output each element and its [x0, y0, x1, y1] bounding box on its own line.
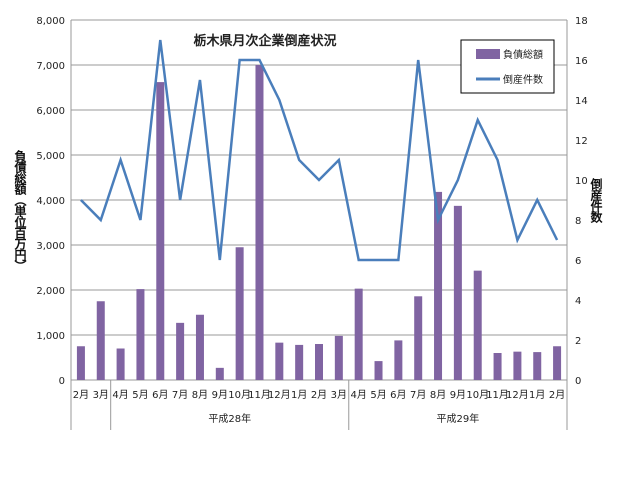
x-tick-label: 2月 — [311, 389, 327, 401]
y2-tick-label: 6 — [575, 256, 581, 267]
bar — [176, 322, 185, 380]
x-tick-label: 8月 — [430, 389, 446, 401]
x-tick-label: 10月 — [466, 389, 489, 401]
x-tick-label: 2月 — [549, 389, 565, 401]
x-tick-label: 6月 — [152, 389, 168, 401]
line-series — [80, 39, 559, 262]
x-tick-label: 3月 — [93, 389, 109, 401]
x-tick-label: 12月 — [506, 389, 529, 401]
y2-tick-label: 12 — [575, 136, 588, 147]
x-tick-label: 12月 — [268, 389, 291, 401]
bar — [434, 191, 443, 380]
y2-tick-label: 4 — [575, 296, 581, 307]
y2-tick-label: 18 — [575, 16, 588, 27]
bar — [453, 205, 462, 380]
y-tick-label: 8,000 — [36, 16, 65, 27]
bar — [334, 335, 343, 380]
bar — [235, 247, 244, 380]
y-tick-label: 2,000 — [36, 286, 65, 297]
x-tick-label: 4月 — [350, 389, 366, 401]
x-tick-label: 2月 — [73, 389, 89, 401]
bar — [315, 344, 323, 380]
y-tick-label: 7,000 — [36, 61, 65, 72]
bar — [553, 346, 562, 380]
y2-tick-label: 10 — [575, 176, 588, 187]
legend-swatch-bar — [476, 49, 500, 59]
chart-title: 栃木県月次企業倒産状況 — [193, 33, 336, 49]
bar — [156, 82, 165, 380]
y2-tick-label: 16 — [575, 56, 588, 67]
x-tick-label: 5月 — [132, 389, 148, 401]
bar — [116, 348, 125, 380]
bar — [295, 344, 304, 380]
x-tick-label: 7月 — [172, 389, 188, 401]
x-tick-label: 6月 — [390, 389, 406, 401]
y2-tick-label: 14 — [575, 96, 588, 107]
bar — [96, 301, 105, 380]
bar — [513, 351, 522, 380]
y-tick-label: 1,000 — [36, 331, 65, 342]
x-tick-label: 9月 — [212, 389, 228, 401]
bar — [136, 289, 145, 380]
x-tick-label: 4月 — [112, 389, 128, 401]
y2-tick-label: 0 — [575, 376, 581, 387]
bar — [493, 353, 502, 380]
bar — [473, 270, 482, 380]
legend-label: 倒産件数 — [503, 73, 543, 86]
legend-label: 負債総額 — [503, 48, 543, 61]
x-tick-label: 1月 — [291, 389, 307, 401]
x-tick-label: 1月 — [529, 389, 545, 401]
x-tick-label: 5月 — [370, 389, 386, 401]
bar — [76, 346, 85, 380]
y-tick-label: 0 — [59, 376, 65, 387]
x-tick-label: 8月 — [192, 389, 208, 401]
x-tick-label: 10月 — [228, 389, 251, 401]
x-tick-label: 11月 — [248, 389, 271, 401]
x-tick-label: 11月 — [486, 389, 509, 401]
bar — [533, 352, 542, 380]
y2-tick-label: 2 — [575, 336, 581, 347]
y-tick-label: 6,000 — [36, 106, 65, 117]
bar — [414, 296, 423, 380]
bar — [354, 288, 363, 380]
bar — [195, 314, 204, 380]
x-tick-label: 3月 — [331, 389, 347, 401]
group-label: 平成28年 — [208, 412, 251, 425]
x-tick-label: 9月 — [450, 389, 466, 401]
bar — [215, 367, 224, 380]
bar — [374, 361, 383, 380]
y-tick-label: 4,000 — [36, 196, 65, 207]
x-tick-label: 7月 — [410, 389, 426, 401]
y2-tick-label: 8 — [575, 216, 581, 227]
legend — [460, 39, 555, 94]
bar — [275, 342, 284, 380]
y2-axis-label: 倒産件数 — [589, 178, 603, 222]
group-label: 平成29年 — [437, 412, 480, 425]
y-tick-label: 5,000 — [36, 151, 65, 162]
y-tick-label: 3,000 — [36, 241, 65, 252]
y-axis-label: 負債総額（単位百万円） — [13, 150, 27, 271]
bar — [394, 340, 403, 380]
bar — [255, 65, 264, 380]
